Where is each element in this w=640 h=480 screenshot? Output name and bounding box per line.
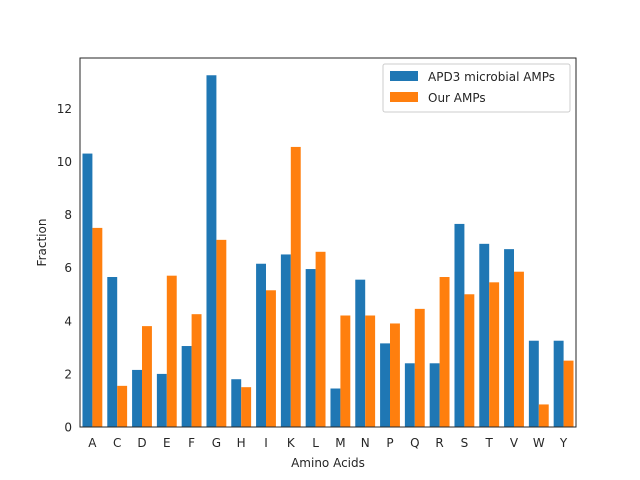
x-tick-label: P bbox=[386, 436, 393, 450]
bar-our-amps-T bbox=[489, 282, 500, 427]
x-tick-label: E bbox=[163, 436, 171, 450]
legend-label-our-amps: Our AMPs bbox=[428, 91, 486, 105]
x-tick-label: H bbox=[237, 436, 246, 450]
bar-apd3-V bbox=[504, 249, 514, 427]
bar-apd3-R bbox=[429, 363, 440, 427]
bar-apd3-M bbox=[330, 388, 341, 427]
x-tick-label: R bbox=[435, 436, 443, 450]
bar-apd3-S bbox=[454, 223, 465, 427]
x-tick-label: N bbox=[361, 436, 370, 450]
x-tick-label: Y bbox=[559, 436, 568, 450]
x-tick-label: I bbox=[264, 436, 268, 450]
bar-apd3-C bbox=[107, 277, 118, 427]
bar-our-amps-Y bbox=[563, 360, 574, 427]
legend: APD3 microbial AMPs Our AMPs bbox=[382, 63, 571, 113]
y-tick-label: 2 bbox=[64, 367, 72, 381]
x-tick-label: G bbox=[212, 436, 221, 450]
bar-apd3-E bbox=[156, 373, 167, 427]
x-tick-label: M bbox=[335, 436, 345, 450]
bars bbox=[82, 75, 574, 427]
x-tick-label: S bbox=[461, 436, 469, 450]
x-tick-label: A bbox=[88, 436, 97, 450]
bar-apd3-T bbox=[479, 243, 490, 427]
x-tick-label: F bbox=[188, 436, 195, 450]
x-tick-label: C bbox=[113, 436, 121, 450]
bar-apd3-N bbox=[355, 279, 366, 427]
bar-our-amps-I bbox=[266, 290, 276, 427]
bar-apd3-K bbox=[280, 254, 291, 427]
x-tick-label: T bbox=[485, 436, 494, 450]
x-tick-label: L bbox=[312, 436, 319, 450]
bar-our-amps-D bbox=[142, 326, 152, 427]
bar-apd3-Q bbox=[404, 363, 415, 427]
x-tick-label: V bbox=[510, 436, 519, 450]
x-tick-label: Q bbox=[410, 436, 419, 450]
bar-apd3-A bbox=[82, 153, 93, 427]
bar-our-amps-R bbox=[439, 277, 450, 427]
y-tick-label: 6 bbox=[64, 261, 72, 275]
y-tick-label: 10 bbox=[57, 155, 72, 169]
bar-apd3-Y bbox=[553, 340, 564, 427]
bar-our-amps-A bbox=[92, 227, 103, 427]
bar-our-amps-V bbox=[514, 271, 524, 427]
bar-our-amps-S bbox=[464, 294, 475, 427]
x-tick-label: K bbox=[287, 436, 296, 450]
bar-apd3-W bbox=[528, 340, 539, 427]
bar-apd3-P bbox=[380, 343, 390, 427]
x-tick-label: D bbox=[137, 436, 146, 450]
legend-box bbox=[382, 63, 571, 113]
bar-our-amps-H bbox=[241, 387, 252, 427]
bar-our-amps-G bbox=[216, 239, 227, 427]
bar-our-amps-M bbox=[340, 315, 351, 427]
plot-frame bbox=[79, 57, 577, 428]
x-axis-label: Amino Acids bbox=[291, 456, 365, 470]
bar-our-amps-F bbox=[191, 314, 202, 427]
bar-our-amps-C bbox=[117, 385, 128, 427]
bar-our-amps-Q bbox=[414, 308, 425, 427]
bar-apd3-I bbox=[256, 263, 266, 427]
x-tick-label: W bbox=[533, 436, 545, 450]
bar-apd3-D bbox=[132, 369, 142, 427]
bar-our-amps-E bbox=[166, 275, 177, 427]
bar-our-amps-L bbox=[315, 251, 326, 427]
legend-label-apd3: APD3 microbial AMPs bbox=[428, 70, 555, 84]
bar-our-amps-P bbox=[390, 323, 400, 427]
y-axis-label: Fraction bbox=[35, 219, 49, 267]
bar-apd3-H bbox=[231, 379, 242, 427]
bar-our-amps-N bbox=[365, 315, 376, 427]
legend-swatch-apd3 bbox=[390, 71, 418, 81]
bar-our-amps-W bbox=[538, 404, 549, 427]
y-tick-label: 12 bbox=[57, 102, 72, 116]
y-tick-label: 4 bbox=[64, 314, 72, 328]
bar-our-amps-K bbox=[290, 146, 301, 427]
bar-apd3-L bbox=[305, 269, 316, 427]
y-tick-label: 0 bbox=[64, 421, 72, 435]
y-tick-label: 8 bbox=[64, 208, 72, 222]
y-tick-labels: 0 2 4 6 8 10 12 bbox=[57, 102, 72, 435]
legend-swatch-our-amps bbox=[390, 92, 418, 102]
bar-apd3-G bbox=[206, 75, 217, 427]
bar-apd3-F bbox=[181, 346, 192, 427]
